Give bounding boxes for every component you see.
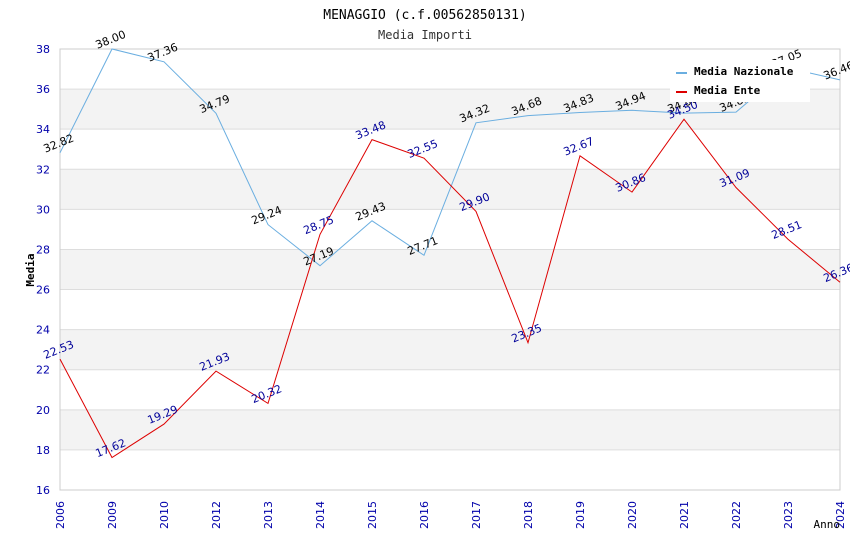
y-tick-label: 18 — [36, 444, 50, 457]
y-tick-label: 28 — [36, 243, 50, 256]
x-tick-label: 2016 — [418, 501, 431, 529]
x-tick-label: 2014 — [314, 501, 327, 529]
legend-label-media-ente: Media Ente — [694, 84, 761, 97]
x-tick-label: 2023 — [782, 501, 795, 529]
y-tick-label: 34 — [36, 123, 50, 136]
y-tick-label: 20 — [36, 404, 50, 417]
chart-title: MENAGGIO (c.f.00562850131) — [323, 8, 527, 23]
y-tick-label: 22 — [36, 364, 50, 377]
y-tick-label: 16 — [36, 484, 50, 497]
series-lines — [59, 48, 841, 459]
x-axis-label: Anno — [814, 518, 841, 531]
legend: Media Nazionale Media Ente — [670, 60, 810, 102]
plot-frame — [59, 48, 841, 491]
x-tick-label: 2022 — [730, 501, 743, 529]
x-tick-label: 2020 — [626, 501, 639, 529]
x-tick-label: 2012 — [210, 501, 223, 529]
series-line-1 — [59, 118, 841, 459]
x-tick-label: 2015 — [366, 501, 379, 529]
x-tick-label: 2019 — [574, 501, 587, 529]
y-tick-label: 32 — [36, 163, 50, 176]
y-axis-label: Media — [24, 253, 37, 286]
y-tick-label: 36 — [36, 83, 50, 96]
grid-band — [60, 329, 840, 370]
x-tick-label: 2009 — [106, 501, 119, 529]
grid-band — [60, 409, 840, 450]
series-line-0 — [59, 48, 841, 267]
y-tick-label: 38 — [36, 43, 50, 56]
x-tick-label: 2006 — [54, 501, 67, 529]
x-axis-ticks: 2006 2009 2010 2012 2013 2014 2015 2016 2017 2018… — [54, 501, 847, 529]
x-tick-label: 2024 — [834, 501, 847, 529]
y-tick-label: 24 — [36, 324, 50, 337]
legend-label-media-nazionale: Media Nazionale — [694, 65, 794, 78]
x-tick-label: 2010 — [158, 501, 171, 529]
y-tick-label: 26 — [36, 284, 50, 297]
y-tick-label: 30 — [36, 203, 50, 216]
x-tick-label: 2013 — [262, 501, 275, 529]
legend-box — [670, 60, 810, 102]
y-axis-ticks: 16 18 20 22 24 26 28 30 32 34 36 38 — [36, 43, 50, 497]
chart-subtitle: Media Importi — [378, 28, 472, 42]
x-tick-label: 2017 — [470, 501, 483, 529]
grid-band — [60, 249, 840, 290]
x-tick-label: 2018 — [522, 501, 535, 529]
x-tick-label: 2021 — [678, 501, 691, 529]
